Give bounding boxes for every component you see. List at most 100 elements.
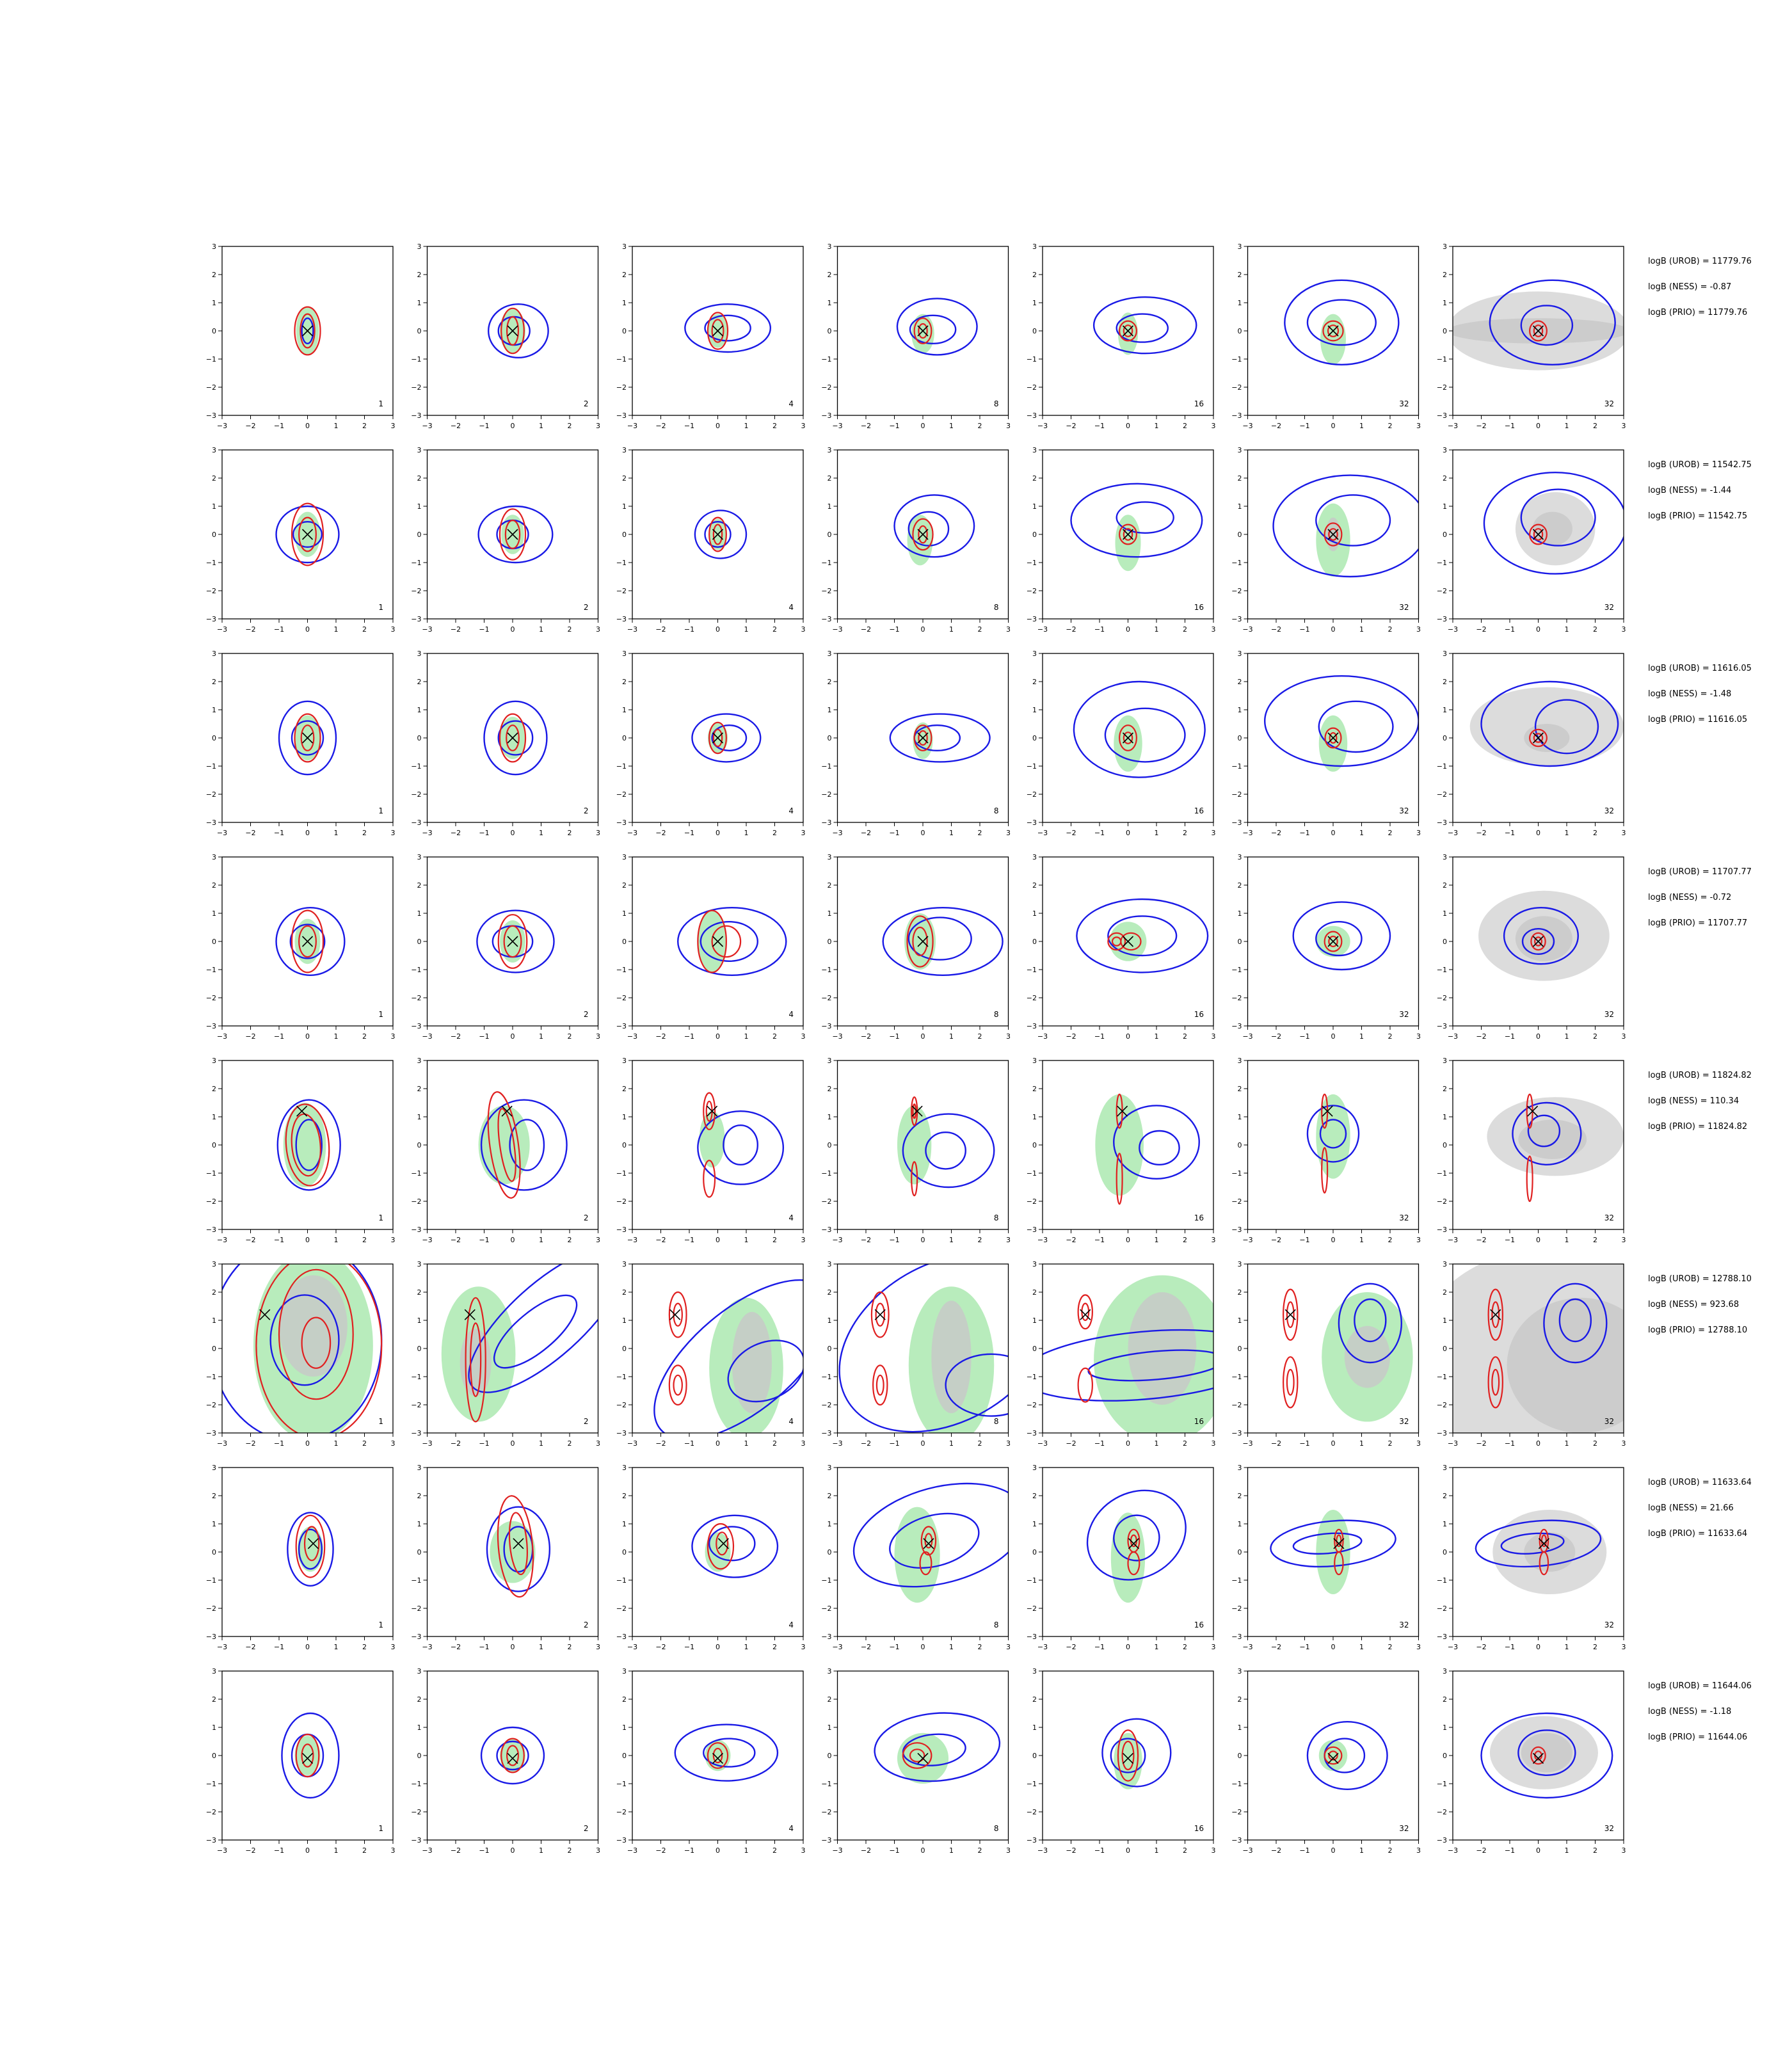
x-tick-label: −2 <box>861 1032 871 1041</box>
plot-area <box>427 246 598 415</box>
x-tick-label: 1 <box>334 625 339 634</box>
green-density <box>1316 1094 1350 1179</box>
blue-contour <box>483 700 548 776</box>
blue-contour <box>1315 494 1391 547</box>
x-marker-stroke <box>1527 1105 1539 1117</box>
y-tick-label: 0 <box>212 327 216 335</box>
y-tick-label: 2 <box>1238 881 1242 890</box>
y-tick-label: −1 <box>1231 1780 1242 1788</box>
x-marker-stroke <box>1122 936 1134 947</box>
red-contour <box>711 925 742 958</box>
panel-r7-c1: −3−3 −2 −2 −1 −1 0 0 1 1 2 2 3 3 1 <box>206 1464 396 1651</box>
red-contour <box>707 312 729 350</box>
x-tick-label: −2 <box>451 625 461 634</box>
x-tick-label: −2 <box>861 625 871 634</box>
blue-contour <box>711 724 748 751</box>
x-tick-label: 3 <box>1622 1032 1626 1041</box>
x-tick-label: 3 <box>801 829 806 837</box>
y-tick-label: 2 <box>212 474 216 483</box>
x-tick-label: 1 <box>1155 1236 1159 1244</box>
y-tick-label: 0 <box>417 327 422 335</box>
red-contour <box>668 1291 687 1338</box>
x-tick-label: 2 <box>362 422 367 430</box>
y-tick-label: −3 <box>1437 412 1447 420</box>
x-tick-label: 1 <box>539 1439 543 1448</box>
y-tick-label: 2 <box>1032 1288 1037 1297</box>
y-tick-label: 3 <box>828 650 832 658</box>
red-contour <box>298 925 317 958</box>
panel-count-label: 32 <box>1604 806 1614 815</box>
green-density <box>1117 312 1139 355</box>
green-density <box>1114 1732 1142 1789</box>
plot-area <box>632 1060 803 1229</box>
x-tick-label: 2 <box>568 1846 572 1855</box>
y-tick-label: −1 <box>1437 1780 1447 1788</box>
y-tick-label: 1 <box>417 1520 422 1528</box>
plot-area <box>837 450 1009 619</box>
y-tick-label: −3 <box>1437 819 1447 827</box>
blue-contour <box>889 1512 980 1569</box>
y-tick-label: 1 <box>1443 1316 1447 1325</box>
x-marker <box>712 325 724 337</box>
panel-r6-c2: −3−3 −2 −2 −1 −1 0 0 1 1 2 2 3 3 2 <box>411 1260 600 1448</box>
plot-area <box>1043 1671 1213 1840</box>
panel-count-label: 4 <box>788 1824 794 1833</box>
y-tick-label: −1 <box>1231 966 1242 974</box>
blue-contour <box>301 317 314 344</box>
x-tick-label: −3 <box>627 1236 637 1244</box>
red-contour <box>291 1113 321 1177</box>
y-tick-label: 0 <box>1238 1548 1242 1556</box>
red-contour <box>1328 528 1338 541</box>
y-tick-label: 2 <box>212 1085 216 1093</box>
x-marker <box>1532 529 1544 540</box>
x-marker <box>917 732 929 744</box>
y-tick-label: 1 <box>1032 502 1037 511</box>
y-tick-label: 3 <box>1238 1260 1242 1268</box>
x-tick-label: 2 <box>978 1032 982 1041</box>
panel-r2-c4: −3−3 −2 −2 −1 −1 0 0 1 1 2 2 3 3 8 <box>821 446 1011 634</box>
x-tick-label: 1 <box>949 1846 954 1855</box>
x-tick-label: −3 <box>1242 1643 1252 1651</box>
x-tick-label: −2 <box>451 422 461 430</box>
x-tick-label: −3 <box>1448 1846 1458 1855</box>
y-tick-label: −1 <box>616 1169 627 1178</box>
x-tick-label: −3 <box>217 829 227 837</box>
x-tick-label: −3 <box>832 422 842 430</box>
y-tick-label: 3 <box>828 243 832 251</box>
x-tick-label: −3 <box>1242 625 1252 634</box>
x-tick-label: 0 <box>716 1643 720 1651</box>
x-marker <box>507 325 518 337</box>
panel-count-label: 4 <box>788 1620 794 1629</box>
blue-contour <box>1315 920 1363 957</box>
x-tick-label: 3 <box>1006 829 1011 837</box>
y-tick-label: 1 <box>1032 299 1037 307</box>
blue-contour <box>1306 1105 1360 1163</box>
y-tick-label: 1 <box>1238 1316 1242 1325</box>
y-tick-label: −1 <box>1231 355 1242 364</box>
x-tick-label: −1 <box>1094 1032 1105 1041</box>
x-tick-label: −1 <box>684 1032 694 1041</box>
x-tick-label: −1 <box>274 1846 284 1855</box>
y-tick-label: 3 <box>1032 650 1037 658</box>
x-tick-label: −2 <box>245 829 255 837</box>
x-tick-label: −3 <box>217 1032 227 1041</box>
plot-area <box>632 857 803 1026</box>
x-tick-label: 2 <box>1593 1439 1597 1448</box>
y-tick-label: −3 <box>821 1429 831 1437</box>
y-tick-label: −2 <box>1231 994 1242 1002</box>
y-tick-label: 1 <box>417 299 422 307</box>
panel-count-label: 32 <box>1399 603 1409 612</box>
x-tick-label: 1 <box>334 1032 339 1041</box>
red-contour <box>508 1512 528 1576</box>
x-tick-label: −2 <box>655 829 666 837</box>
red-contour <box>902 1742 932 1769</box>
green-density <box>894 1507 940 1603</box>
y-tick-label: 1 <box>417 502 422 511</box>
x-marker <box>1284 1309 1296 1320</box>
y-tick-label: 1 <box>212 1316 216 1325</box>
annotation-prio: logB (PRIO) = 12788.10 <box>1648 1325 1747 1335</box>
x-tick-label: −1 <box>274 1236 284 1244</box>
x-tick-label: −3 <box>832 625 842 634</box>
x-tick-label: 3 <box>1416 625 1421 634</box>
x-marker-stroke <box>1532 1752 1544 1764</box>
